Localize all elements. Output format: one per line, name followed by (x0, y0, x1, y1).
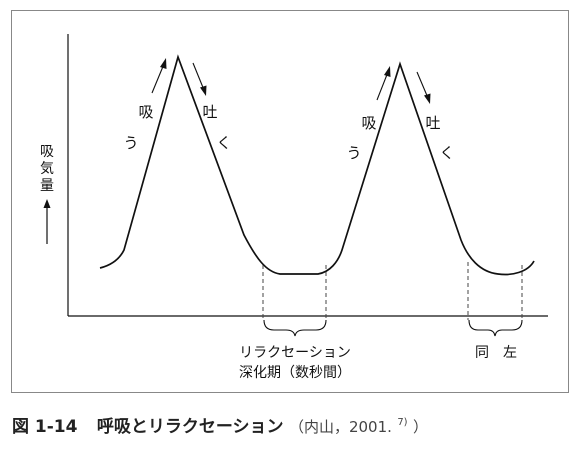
trough-1-brace (263, 319, 327, 337)
inhale-arrow-1-head (160, 58, 167, 69)
inhale-label-1-bottom: う (123, 134, 138, 152)
figure-caption: 図 1-14 呼吸とリラクセーション （内山，2001. 7) ） (12, 410, 428, 437)
inhale-label-2-top: 吸 (361, 114, 376, 132)
trough-2-label: 同 左 (475, 345, 517, 361)
inhale-arrow-2-head (384, 66, 391, 77)
y-axis-label-char-3: 量 (40, 178, 54, 194)
exhale-arrow-2-head (424, 93, 431, 104)
trough-1-label-line-1: リラクセーション (239, 345, 351, 361)
exhale-label-1-bottom: く (216, 134, 231, 152)
exhale-arrow-1 (192, 62, 205, 91)
y-axis-label-char-1: 吸 (40, 144, 54, 160)
inhale-label-1-top: 吸 (138, 103, 153, 121)
inhale-arrow-2 (376, 71, 389, 101)
caption-source-ref: 7) (397, 417, 407, 428)
exhale-arrow-1-head (200, 85, 207, 96)
caption-source-close: ） (413, 418, 428, 436)
inhale-label-2-bottom: う (346, 144, 361, 162)
exhale-label-1-top: 吐 (202, 103, 217, 121)
inhale-arrow-1 (151, 63, 165, 94)
trough-2-brace (468, 319, 523, 337)
exhale-label-2-bottom: く (439, 144, 454, 162)
figure-frame (11, 10, 569, 393)
caption-title: 呼吸とリラクセーション (97, 417, 284, 437)
caption-source: （内山，2001. (289, 418, 392, 436)
breathing-curve (99, 54, 535, 276)
trough-1-label-line-2: 深化期（数秒間） (239, 365, 351, 381)
y-axis-label-char-2: 気 (40, 161, 54, 177)
exhale-label-2-top: 吐 (425, 114, 440, 132)
caption-figure-number: 図 1-14 (12, 417, 78, 437)
exhale-arrow-2 (416, 71, 429, 99)
y-axis-arrow-head (43, 199, 51, 208)
